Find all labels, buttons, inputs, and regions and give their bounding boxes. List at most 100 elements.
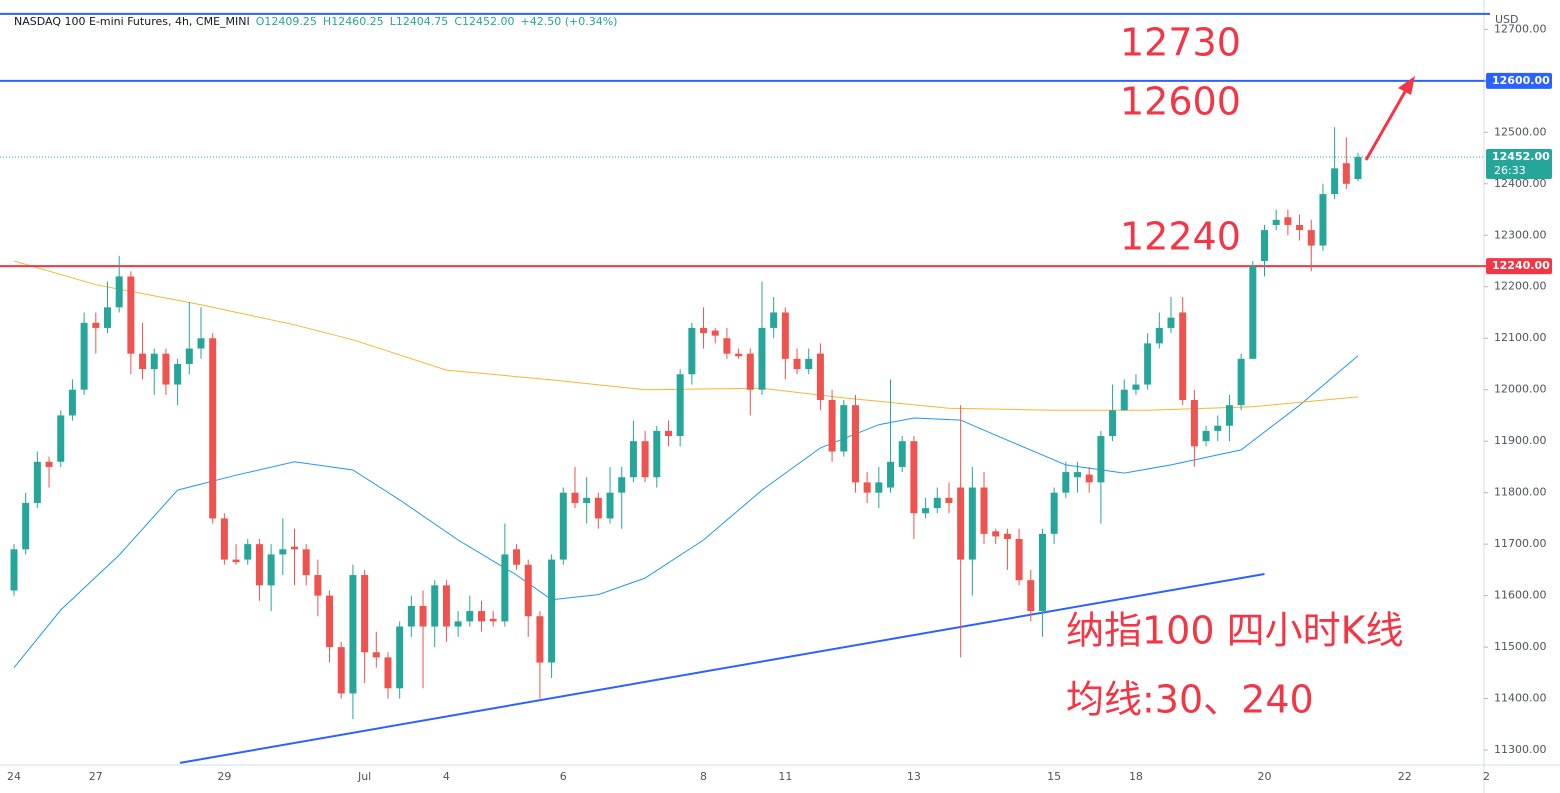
candle-body: [489, 618, 497, 622]
candle-body: [594, 497, 602, 519]
candle-body: [197, 338, 205, 349]
candle-body: [793, 358, 801, 370]
candle-body: [92, 322, 100, 328]
candle-body: [1109, 410, 1117, 437]
candle-body: [174, 363, 182, 385]
candle-body: [664, 430, 672, 437]
x-tick-label: 18: [1129, 770, 1143, 783]
x-tick-label: 24: [7, 770, 21, 783]
candle-body: [1050, 492, 1058, 534]
candle-body: [267, 554, 275, 586]
candle-body: [618, 477, 626, 493]
candle-body: [1120, 389, 1128, 411]
candle-body: [150, 353, 158, 370]
y-tick-label: 12200.00: [1494, 280, 1547, 293]
candle-body: [185, 348, 193, 364]
y-tick-label: 11600.00: [1494, 589, 1547, 602]
ohlc-open: O12409.25: [256, 15, 317, 28]
candle-body: [1097, 436, 1105, 483]
level-label: 12600.00: [1492, 74, 1550, 87]
y-tick-label: 12000.00: [1494, 383, 1547, 396]
candle-body: [1085, 474, 1093, 483]
x-tick-label: Jul: [357, 770, 371, 783]
candle-body: [898, 441, 906, 467]
candle-body: [945, 497, 953, 503]
candle-body: [1249, 266, 1257, 359]
x-tick-label: 29: [217, 770, 231, 783]
candle-body: [80, 322, 88, 390]
candle-body: [1202, 430, 1210, 442]
candle-body: [1167, 317, 1175, 328]
candle-body: [653, 430, 661, 478]
candle-body: [396, 626, 404, 689]
candle-body: [851, 405, 859, 483]
candle-body: [887, 461, 895, 488]
x-tick-label: 2: [1483, 770, 1490, 783]
candle-body: [45, 461, 53, 467]
candle-body: [1319, 194, 1327, 246]
candle-body: [524, 564, 532, 617]
candle-body: [1062, 472, 1070, 493]
candle-body: [548, 559, 556, 663]
candle-body: [513, 549, 521, 565]
candle-body: [910, 441, 918, 514]
candle-body: [723, 338, 731, 354]
candle-body: [828, 400, 836, 452]
candle-body: [290, 546, 298, 550]
header: NASDAQ 100 E-mini Futures, 4h, CME_MINI O…: [14, 15, 617, 28]
symbol-title: NASDAQ 100 E-mini Futures, 4h, CME_MINI: [14, 15, 250, 28]
x-tick-label: 15: [1047, 770, 1061, 783]
level-label-box: [1486, 258, 1552, 275]
candle-body: [583, 497, 591, 503]
candle-body: [1179, 312, 1187, 401]
candle-body: [1307, 230, 1315, 246]
candle-body: [337, 647, 345, 694]
candle-body: [1144, 343, 1152, 385]
candle-body: [1003, 533, 1011, 540]
candle-body: [746, 353, 754, 390]
candle-body: [875, 482, 883, 493]
ohlc-low: L12404.75: [390, 15, 449, 28]
candle-body: [162, 353, 170, 385]
candle-body: [1261, 230, 1269, 262]
candle-body: [816, 353, 824, 401]
y-tick-label: 12700.00: [1494, 22, 1547, 35]
y-tick-label: 12100.00: [1494, 331, 1547, 344]
candle-body: [1190, 400, 1198, 447]
candle-body: [711, 330, 719, 336]
candle-body: [536, 616, 544, 663]
candle-body: [314, 575, 322, 596]
y-tick-label: 11500.00: [1494, 640, 1547, 653]
candle-body: [279, 549, 287, 555]
candle-body: [22, 502, 30, 550]
y-tick-label: 11700.00: [1494, 537, 1547, 550]
candle-body: [1237, 358, 1245, 406]
candle-body: [10, 549, 18, 591]
y-tick-label: 12500.00: [1494, 125, 1547, 138]
candle-body: [139, 353, 147, 370]
x-tick-label: 4: [443, 770, 450, 783]
candle-body: [770, 312, 778, 328]
candle-body: [1038, 533, 1046, 612]
candle-body: [1015, 539, 1023, 581]
candle-body: [220, 518, 228, 560]
candle-body: [1296, 224, 1304, 231]
candle-body: [688, 327, 696, 375]
candle-body: [980, 487, 988, 534]
candle-body: [1284, 217, 1292, 225]
currency: USD: [1495, 13, 1519, 26]
candle-body: [127, 276, 135, 354]
plot-area: [0, 12, 1490, 764]
candle-body: [326, 595, 334, 648]
candle-body: [431, 585, 439, 627]
candle-body: [863, 482, 871, 493]
arrow-head: [1398, 76, 1415, 95]
candle-body: [1214, 425, 1222, 431]
candle-body: [968, 487, 976, 560]
ohlc-change: +42.50 (+0.34%): [520, 15, 617, 28]
candle-body: [1155, 327, 1163, 344]
candle-body: [361, 575, 369, 653]
candle-body: [957, 487, 965, 560]
candle-body: [244, 544, 252, 560]
